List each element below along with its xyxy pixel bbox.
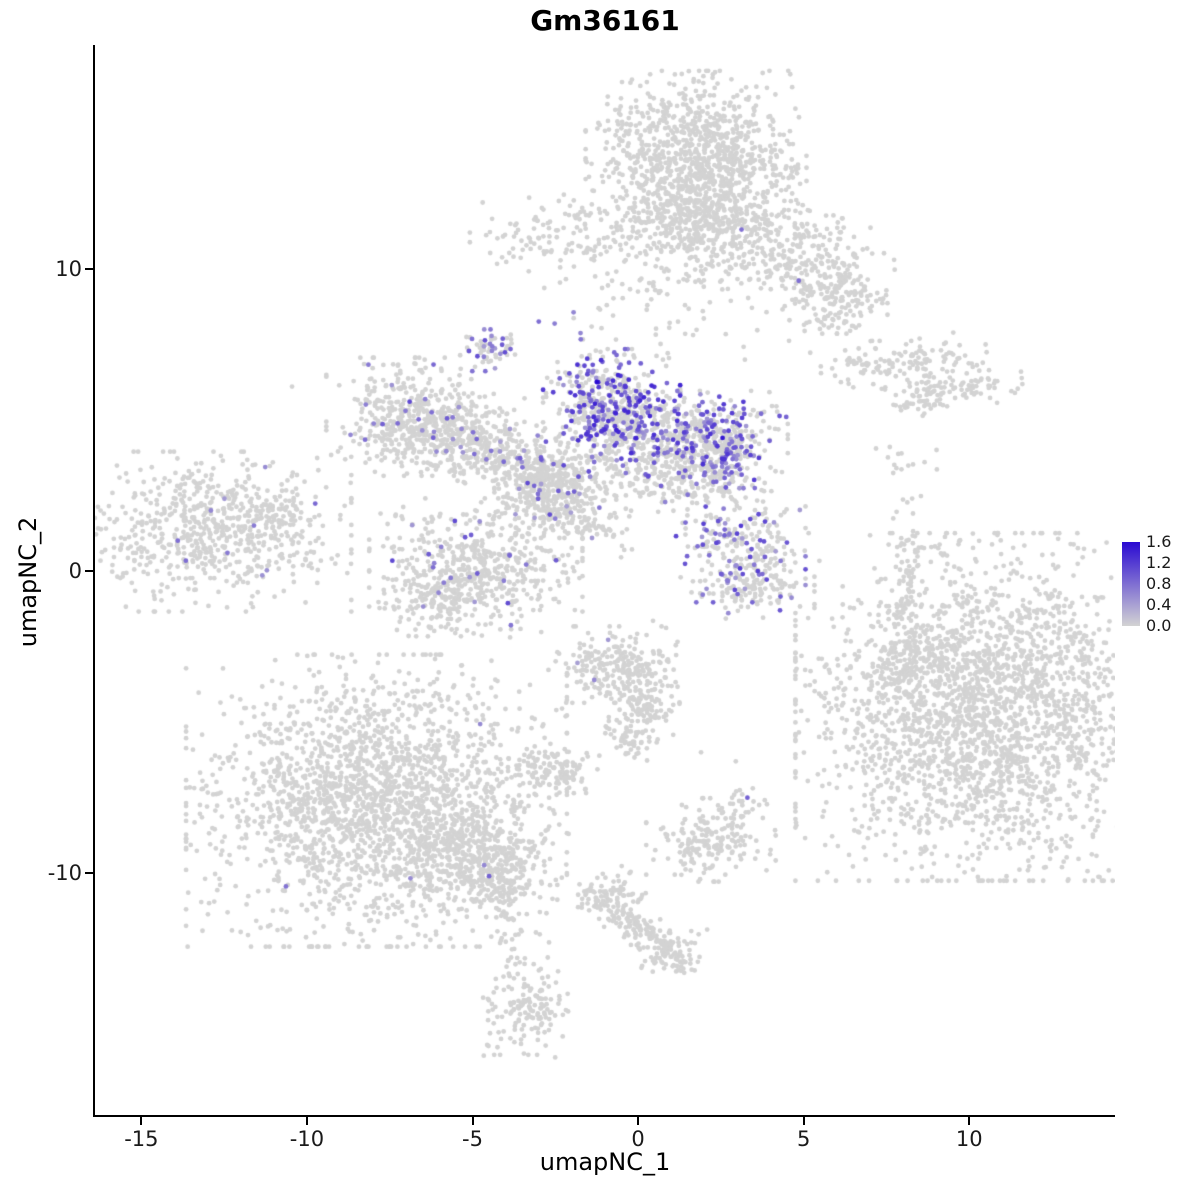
y-tick-label: 0: [68, 558, 82, 583]
x-axis-title: umapNC_1: [539, 1148, 671, 1176]
scatter-canvas: [95, 45, 1115, 1115]
y-tick-mark: [85, 267, 93, 270]
x-tick-label: -15: [124, 1127, 159, 1151]
colorbar-gradient: [1122, 542, 1140, 626]
colorbar-legend: 1.6 1.2 0.8 0.4 0.0: [1122, 532, 1198, 642]
x-tick-label: 10: [955, 1127, 983, 1151]
legend-tick-label: 1.6: [1146, 532, 1172, 551]
legend-tick-label: 0.4: [1146, 595, 1172, 614]
legend-tick-label: 0.0: [1146, 616, 1172, 635]
y-tick-mark: [85, 569, 93, 572]
x-tick-label: -5: [462, 1127, 483, 1151]
legend-tick-label: 0.8: [1146, 574, 1172, 593]
plot-panel: [95, 45, 1115, 1115]
x-tick-mark: [140, 1117, 143, 1125]
y-axis-line: [93, 45, 95, 1117]
x-tick-label: -10: [289, 1127, 325, 1151]
x-tick-mark: [471, 1117, 474, 1125]
y-tick-label: -10: [47, 861, 82, 886]
x-tick-mark: [305, 1117, 308, 1125]
y-tick-mark: [85, 872, 93, 875]
plot-title: Gm36161: [530, 4, 680, 37]
x-tick-label: 0: [631, 1127, 645, 1151]
x-tick-label: 5: [797, 1127, 811, 1151]
y-tick-label: 10: [55, 256, 82, 281]
x-axis-line: [93, 1115, 1115, 1117]
x-tick-mark: [637, 1117, 640, 1125]
x-tick-mark: [968, 1117, 971, 1125]
x-tick-mark: [802, 1117, 805, 1125]
legend-tick-label: 1.2: [1146, 553, 1172, 572]
